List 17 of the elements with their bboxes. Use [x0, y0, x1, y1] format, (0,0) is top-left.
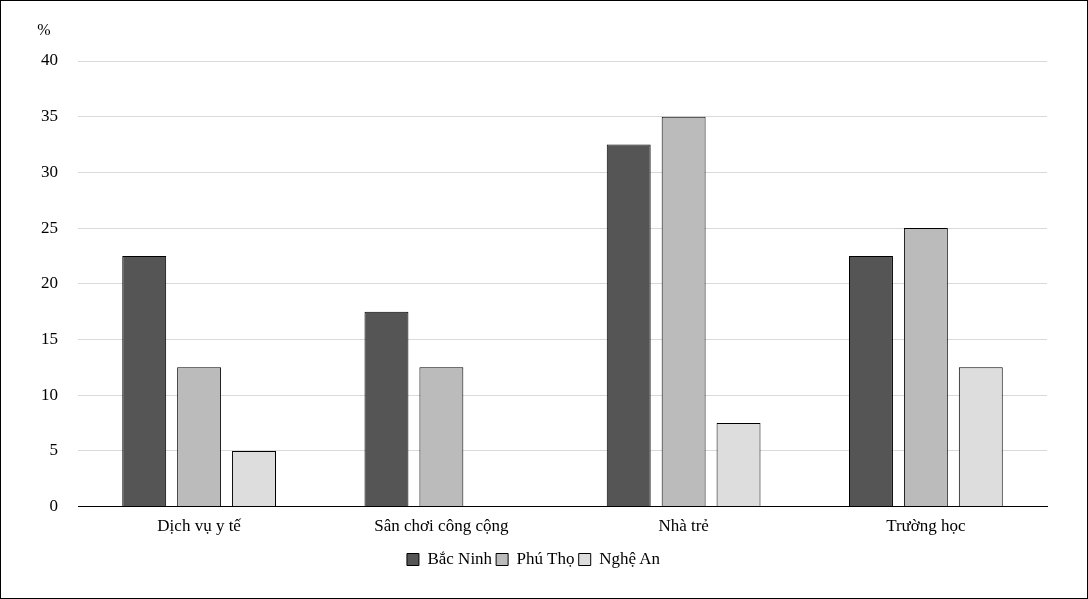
y-tick-label: 25	[41, 217, 58, 237]
legend-label: Bắc Ninh	[427, 548, 493, 568]
y-tick-label: 30	[41, 161, 58, 181]
y-tick-label: 10	[41, 384, 58, 404]
x-tick-label: Trường học	[886, 516, 967, 536]
y-tick-label: 35	[41, 106, 58, 126]
y-tick-label: 5	[49, 440, 58, 460]
x-tick-label: Nhà trẻ	[658, 516, 709, 536]
y-axis-title: %	[37, 21, 51, 39]
y-tick-label: 20	[41, 273, 58, 293]
legend-label: Phú Thọ	[516, 548, 575, 568]
x-tick-label: Dịch vụ y tế	[157, 516, 242, 536]
legend-label: Nghệ An	[599, 548, 661, 568]
y-tick-label: 15	[41, 328, 58, 348]
y-tick-label: 40	[41, 50, 58, 70]
x-tick-label: Sân chơi công cộng	[374, 516, 509, 536]
y-tick-label: 0	[49, 496, 58, 516]
